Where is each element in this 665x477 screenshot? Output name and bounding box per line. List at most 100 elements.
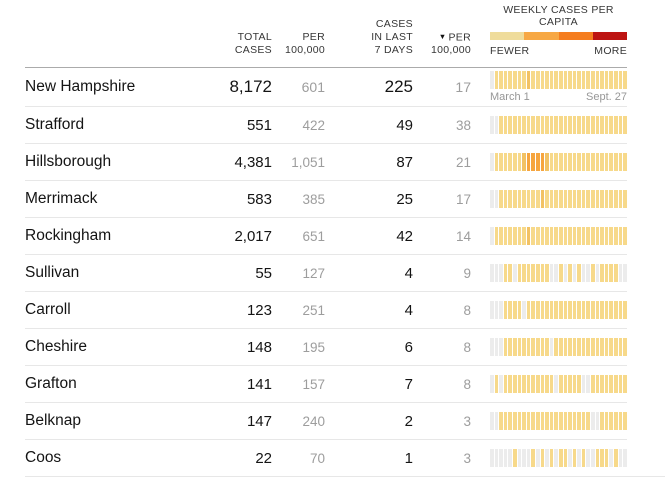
week-cell bbox=[549, 412, 554, 430]
week-cell bbox=[568, 190, 572, 208]
week-cell bbox=[494, 71, 499, 89]
week-cell bbox=[618, 412, 623, 430]
county-name: Belknap bbox=[25, 412, 82, 429]
week-cell bbox=[512, 375, 517, 393]
week-cell bbox=[545, 116, 549, 134]
weekly-cases-heat-strip bbox=[490, 264, 627, 282]
week-cell bbox=[581, 412, 586, 430]
week-cell bbox=[503, 264, 508, 282]
week-cell bbox=[595, 227, 600, 245]
week-cell bbox=[558, 71, 563, 89]
cases-last-7-days-value: 7 bbox=[404, 375, 413, 393]
total-cases-value: 551 bbox=[246, 116, 272, 134]
week-cell bbox=[517, 227, 522, 245]
week-cell bbox=[490, 116, 494, 134]
week-cell bbox=[508, 153, 512, 171]
week-cell bbox=[554, 449, 558, 467]
cases-last-7-days-column-header[interactable]: CASES IN LAST 7 DAYS bbox=[325, 18, 413, 57]
per-100k-value: 195 bbox=[302, 339, 325, 355]
week-cell bbox=[522, 227, 526, 245]
total-cases-value: 8,172 bbox=[229, 77, 272, 96]
week-cell bbox=[563, 375, 568, 393]
week-cell bbox=[522, 153, 526, 171]
week-cell bbox=[535, 412, 540, 430]
week-cell bbox=[595, 412, 600, 430]
per-100k-last-7-value: 8 bbox=[463, 339, 471, 355]
weekly-cases-heat-strip bbox=[490, 153, 627, 171]
week-cell bbox=[531, 116, 535, 134]
weekly-strip-cell bbox=[471, 338, 627, 356]
week-cell bbox=[503, 449, 508, 467]
county-name: Cheshire bbox=[25, 338, 88, 355]
cases-last-7-days-value: 25 bbox=[396, 190, 413, 208]
week-cell bbox=[614, 264, 618, 282]
week-cell bbox=[526, 375, 531, 393]
week-cell bbox=[549, 190, 554, 208]
week-cell bbox=[591, 153, 595, 171]
week-cell bbox=[558, 338, 563, 356]
week-cell bbox=[591, 301, 595, 319]
last7-header-line1: CASES bbox=[375, 18, 413, 30]
week-cell bbox=[522, 116, 526, 134]
week-cell bbox=[503, 301, 508, 319]
per-100k-value: 70 bbox=[309, 450, 325, 466]
county-name: Rockingham bbox=[25, 227, 112, 244]
week-cell bbox=[517, 449, 522, 467]
per-100k-value: 601 bbox=[301, 79, 325, 95]
week-cell bbox=[586, 412, 591, 430]
week-cell bbox=[540, 227, 545, 245]
week-cell bbox=[535, 190, 540, 208]
week-cell bbox=[563, 301, 568, 319]
week-cell bbox=[604, 449, 609, 467]
week-cell bbox=[623, 190, 627, 208]
week-cell bbox=[490, 412, 494, 430]
county-name: Coos bbox=[25, 449, 62, 466]
county-name: New Hampshire bbox=[25, 78, 136, 95]
table: TOTAL CASES PER 100,000 CASES IN LAST 7 … bbox=[25, 0, 665, 477]
week-cell bbox=[614, 227, 618, 245]
per-100k-column-header[interactable]: PER 100,000 bbox=[272, 31, 325, 57]
week-cell bbox=[503, 190, 508, 208]
week-cell bbox=[563, 71, 568, 89]
county-name: Grafton bbox=[25, 375, 77, 392]
week-cell bbox=[540, 301, 545, 319]
week-cell bbox=[545, 412, 549, 430]
total-cases-column-header[interactable]: TOTAL CASES bbox=[190, 31, 272, 57]
week-cell bbox=[586, 153, 591, 171]
week-cell bbox=[591, 71, 595, 89]
week-cell bbox=[499, 153, 503, 171]
week-cell bbox=[586, 190, 591, 208]
week-cell bbox=[522, 301, 526, 319]
week-cell bbox=[503, 116, 508, 134]
week-cell bbox=[577, 449, 581, 467]
week-cell bbox=[499, 449, 503, 467]
week-cell bbox=[490, 375, 494, 393]
week-cell bbox=[558, 227, 563, 245]
per-100k-value: 157 bbox=[302, 376, 325, 392]
week-cell bbox=[522, 71, 526, 89]
per-100k-last-7-value: 3 bbox=[463, 450, 471, 466]
week-cell bbox=[549, 264, 554, 282]
week-cell bbox=[572, 338, 577, 356]
week-cell bbox=[554, 190, 558, 208]
week-cell bbox=[600, 190, 604, 208]
week-cell bbox=[604, 412, 609, 430]
week-cell bbox=[535, 375, 540, 393]
per-100k-value: 240 bbox=[302, 413, 325, 429]
week-cell bbox=[577, 338, 581, 356]
week-cell bbox=[549, 301, 554, 319]
week-cell bbox=[545, 449, 549, 467]
week-cell bbox=[572, 375, 577, 393]
week-cell bbox=[604, 338, 609, 356]
week-cell bbox=[499, 264, 503, 282]
week-cell bbox=[494, 116, 499, 134]
week-cell bbox=[508, 301, 512, 319]
week-cell bbox=[581, 338, 586, 356]
week-cell bbox=[499, 412, 503, 430]
week-cell bbox=[600, 375, 604, 393]
county-name: Merrimack bbox=[25, 190, 98, 207]
week-cell bbox=[618, 338, 623, 356]
per-100k-7day-column-header-sorted[interactable]: ▼ PER 100,000 bbox=[413, 30, 471, 58]
week-cell bbox=[577, 190, 581, 208]
legend-title-line2: CAPITA bbox=[539, 16, 578, 28]
